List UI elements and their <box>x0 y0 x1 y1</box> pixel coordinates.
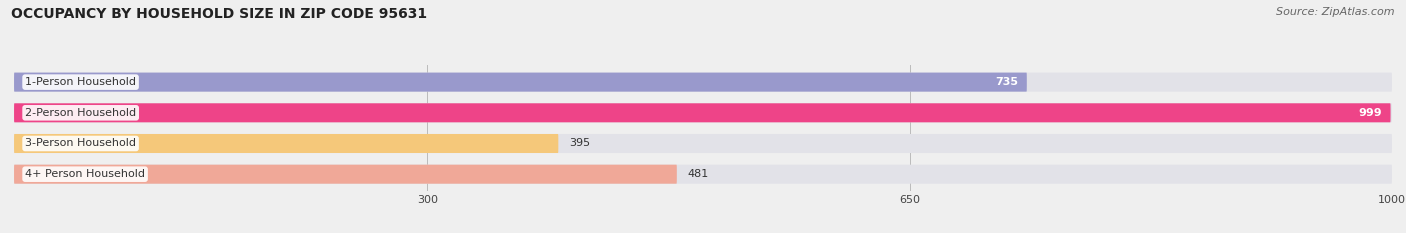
FancyBboxPatch shape <box>14 134 1392 153</box>
Text: 3-Person Household: 3-Person Household <box>25 138 136 148</box>
FancyBboxPatch shape <box>14 165 1392 184</box>
FancyBboxPatch shape <box>14 103 1392 122</box>
Text: 735: 735 <box>995 77 1018 87</box>
Text: 395: 395 <box>569 138 591 148</box>
Text: 999: 999 <box>1358 108 1382 118</box>
FancyBboxPatch shape <box>14 73 1026 92</box>
Text: 481: 481 <box>688 169 709 179</box>
FancyBboxPatch shape <box>14 73 1392 92</box>
FancyBboxPatch shape <box>14 165 676 184</box>
Text: 4+ Person Household: 4+ Person Household <box>25 169 145 179</box>
Text: OCCUPANCY BY HOUSEHOLD SIZE IN ZIP CODE 95631: OCCUPANCY BY HOUSEHOLD SIZE IN ZIP CODE … <box>11 7 427 21</box>
Text: 1-Person Household: 1-Person Household <box>25 77 136 87</box>
Text: Source: ZipAtlas.com: Source: ZipAtlas.com <box>1277 7 1395 17</box>
FancyBboxPatch shape <box>14 103 1391 122</box>
Text: 2-Person Household: 2-Person Household <box>25 108 136 118</box>
FancyBboxPatch shape <box>14 134 558 153</box>
